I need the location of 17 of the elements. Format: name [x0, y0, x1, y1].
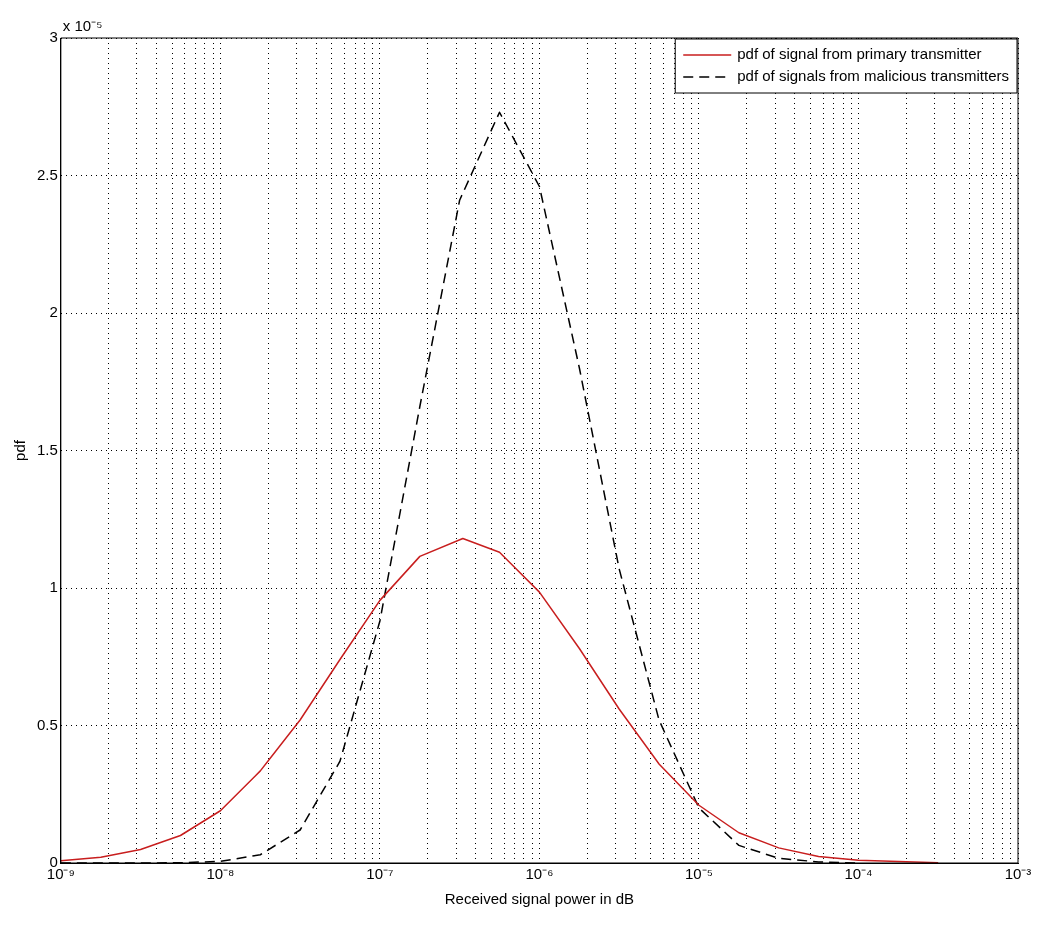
x-tick-label: 10⁻³ [1004, 865, 1032, 883]
text: x 10⁻⁵ [62, 16, 103, 34]
x-tick-label: 10⁻⁶ [525, 865, 554, 883]
y-tick-label: 1 [49, 578, 58, 596]
legend-label: pdf of signals from malicious transmitters [737, 67, 1010, 85]
x-tick-label: 10⁻⁴ [844, 865, 873, 883]
x-tick-label: 10⁻⁸ [206, 865, 235, 883]
y-tick-label: 0.5 [36, 715, 58, 733]
x-tick-label: 10⁻⁵ [685, 865, 713, 883]
x-tick-label: 10⁻⁷ [366, 865, 394, 883]
x-axis-title: Received signal power in dB [444, 890, 635, 908]
y-tick-label: 3 [49, 28, 58, 46]
y-axis-title: pdf [11, 439, 29, 461]
legend-label: pdf of signal from primary transmitter [737, 45, 982, 63]
y-tick-label: 1.5 [36, 440, 58, 458]
y-tick-label: 2.5 [36, 165, 58, 183]
y-tick-label: 2 [49, 303, 58, 321]
